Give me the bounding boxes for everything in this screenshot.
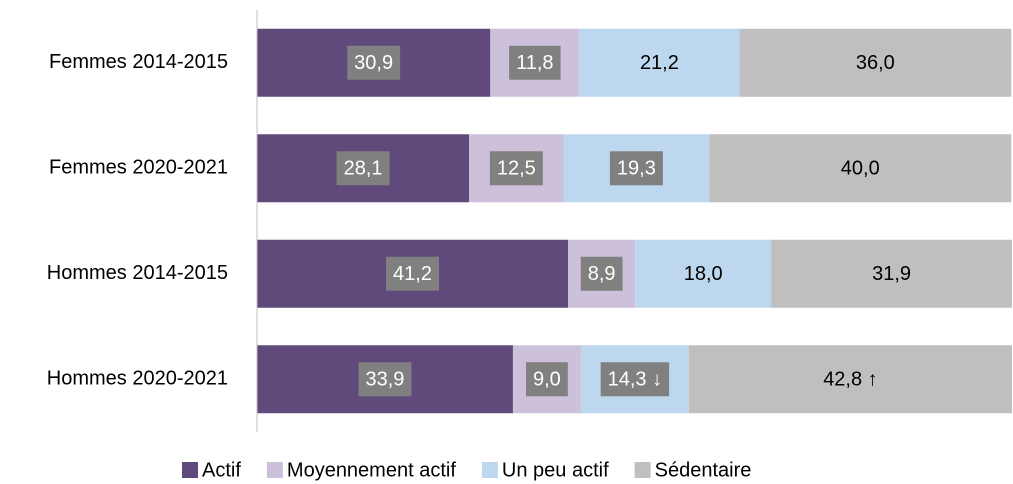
data-label-box (609, 151, 663, 186)
data-label: 14,3 ↓ (600, 362, 670, 397)
data-label-text: 41,2 (393, 263, 432, 285)
data-label: 9,0 (526, 362, 568, 397)
data-label-text: 12,5 (497, 158, 536, 180)
data-label-box (600, 362, 670, 397)
bar-segment (739, 28, 1012, 97)
legend-label: Un peu actif (502, 459, 609, 481)
data-label-text: 21,2 (640, 52, 679, 74)
data-label-text: 33,9 (366, 369, 405, 391)
bar-segment (635, 239, 772, 308)
data-label-box (336, 151, 390, 186)
legend-swatch (266, 462, 283, 478)
data-label-box (526, 362, 568, 397)
data-label: 18,0 (684, 263, 723, 285)
data-label-box (489, 151, 543, 186)
data-label-text: 28,1 (344, 158, 383, 180)
data-label: 19,3 (609, 151, 663, 186)
y-tick-label: Hommes 2014-2015 (47, 262, 228, 284)
y-tick-label: Hommes 2020-2021 (47, 368, 228, 390)
data-label-box (580, 256, 623, 291)
data-label-box (509, 45, 561, 80)
data-label: 11,8 (509, 45, 561, 80)
data-label-text: 11,8 (516, 52, 553, 74)
legend-label: Actif (202, 459, 241, 481)
data-label: 12,5 (489, 151, 543, 186)
data-label-text: 9,0 (533, 369, 561, 391)
data-label: 28,1 (336, 151, 390, 186)
data-label: 36,0 (856, 52, 895, 74)
data-label-text: 14,3 ↓ (608, 369, 662, 391)
data-label-text: 42,8 ↑ (823, 369, 877, 391)
data-label: 42,8 ↑ (823, 369, 877, 391)
data-label-text: 30,9 (354, 52, 393, 74)
data-label: 8,9 (580, 256, 623, 291)
y-tick-label: Femmes 2014-2015 (49, 51, 228, 73)
data-label-text: 36,0 (856, 52, 895, 74)
data-label-box (347, 45, 401, 80)
data-label-text: 18,0 (684, 263, 723, 285)
legend-swatch (481, 462, 498, 478)
legend: Actif Moyennement actif Un peu actif Sédent… (182, 459, 751, 481)
legend-swatch (182, 462, 198, 478)
data-label: 30,9 (347, 45, 401, 80)
legend-label: Sédentaire (655, 459, 752, 481)
data-label-text: 40,0 (841, 158, 880, 180)
data-label: 41,2 (386, 256, 439, 291)
y-tick-label: Femmes 2020-2021 (49, 157, 228, 179)
data-label-box (358, 362, 412, 397)
data-label: 31,9 (872, 263, 911, 285)
data-label-text: 8,9 (588, 263, 616, 285)
data-label-box (386, 256, 439, 291)
bar-segment (688, 345, 1012, 414)
legend-swatch (634, 462, 651, 478)
data-label: 33,9 (358, 362, 412, 397)
data-label: 40,0 (841, 158, 880, 180)
data-label-text: 19,3 (617, 158, 656, 180)
bar-segment (771, 239, 1012, 308)
bar-segment (579, 28, 740, 97)
data-label: 21,2 (640, 52, 679, 74)
bar-segment (709, 134, 1012, 203)
legend-label: Moyennement actif (287, 459, 456, 481)
data-label-text: 31,9 (872, 263, 911, 285)
